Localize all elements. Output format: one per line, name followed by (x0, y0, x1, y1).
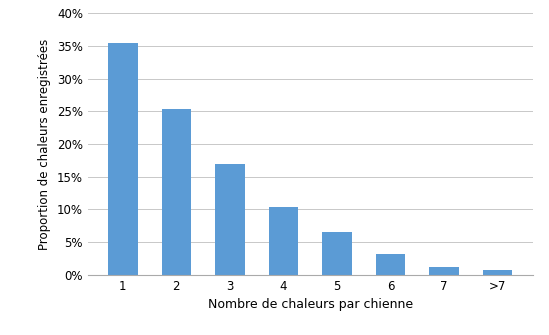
X-axis label: Nombre de chaleurs par chienne: Nombre de chaleurs par chienne (208, 298, 413, 311)
Bar (483, 270, 512, 275)
Bar (161, 110, 191, 275)
Bar (376, 255, 405, 275)
Bar (429, 267, 459, 275)
Bar (322, 231, 352, 275)
Bar (268, 207, 298, 275)
Bar (215, 164, 245, 275)
Bar (108, 43, 137, 275)
Y-axis label: Proportion de chaleurs enregistrées: Proportion de chaleurs enregistrées (38, 39, 52, 250)
